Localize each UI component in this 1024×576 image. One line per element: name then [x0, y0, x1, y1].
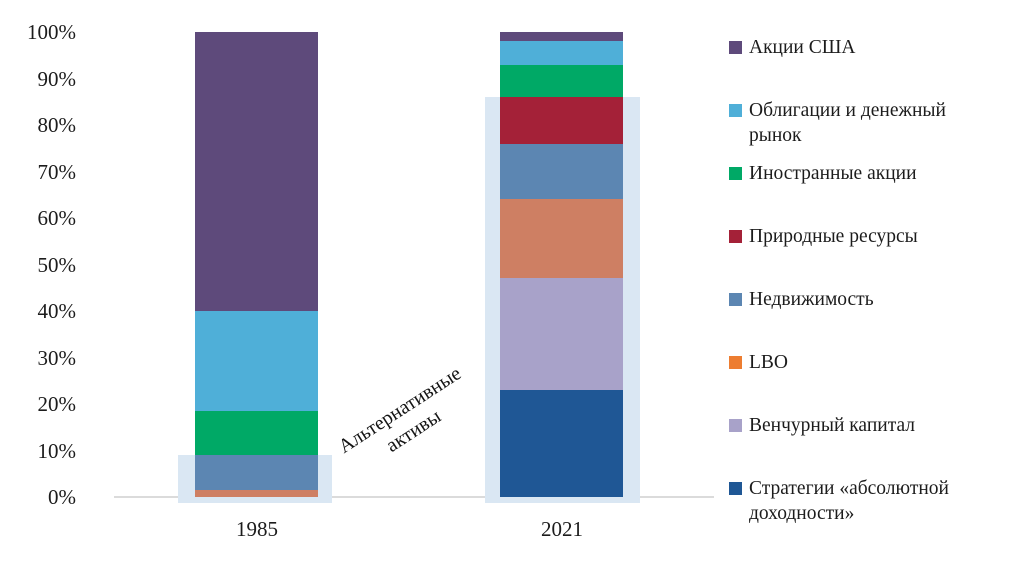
y-tick-label: 70%	[37, 159, 77, 184]
y-tick-label: 90%	[37, 66, 77, 91]
legend-label: Облигации и денежный рынок	[749, 100, 946, 146]
legend-item: Недвижимость	[729, 287, 1021, 312]
legend-label: LBO	[749, 352, 788, 373]
y-tick-label: 100%	[27, 20, 76, 44]
y-tick-label: 40%	[37, 299, 77, 323]
legend-swatch	[729, 419, 742, 432]
y-tick-label: 20%	[37, 392, 77, 416]
bar-segment	[195, 32, 318, 311]
legend-label: Природные ресурсы	[749, 226, 918, 247]
bar-segment	[500, 278, 623, 391]
x-axis-label-1985: 1985	[236, 517, 278, 541]
bar-segment	[500, 390, 623, 497]
legend-label: Недвижимость	[749, 289, 874, 310]
legend-swatch	[729, 41, 742, 54]
legend-item: Венчурный капитал	[729, 413, 1021, 438]
legend-swatch	[729, 356, 742, 369]
legend-item: Облигации и денежный рынок	[729, 98, 1021, 148]
x-axis-label-2021: 2021	[541, 517, 583, 541]
legend-item: Иностранные акции	[729, 161, 1021, 186]
y-tick-label: 60%	[37, 206, 77, 230]
legend-item: LBO	[729, 350, 1021, 375]
x-axis-line	[114, 496, 714, 498]
bar-segment	[500, 32, 623, 42]
legend-item: Акции США	[729, 35, 1021, 60]
bar-segment	[195, 311, 318, 411]
legend-item: Природные ресурсы	[729, 224, 1021, 249]
legend-swatch	[729, 482, 742, 495]
y-tick-label: 10%	[37, 438, 77, 463]
bar-segment	[195, 490, 318, 497]
bar-segment	[500, 199, 623, 279]
legend-swatch	[729, 230, 742, 243]
legend-swatch	[729, 167, 742, 180]
legend-swatch	[729, 104, 742, 117]
legend-label: Стратегии «абсолютной доходности»	[749, 478, 949, 524]
y-tick-label: 80%	[37, 113, 77, 137]
bar-segment	[500, 97, 623, 144]
legend-label: Иностранные акции	[749, 163, 917, 184]
alt-assets-annotation: Альтернативные активы	[319, 352, 496, 491]
y-tick-label: 0%	[48, 485, 76, 509]
bar-segment	[500, 64, 623, 98]
bar-segment	[500, 143, 623, 200]
legend-swatch	[729, 293, 742, 306]
bar-segment	[195, 455, 318, 491]
y-tick-label: 30%	[37, 345, 77, 370]
bar-segment	[195, 410, 318, 456]
legend-label: Акции США	[749, 37, 856, 58]
bar-segment	[500, 41, 623, 65]
y-tick-label: 50%	[37, 252, 77, 277]
legend-item: Стратегии «абсолютной доходности»	[729, 476, 1021, 526]
legend-label: Венчурный капитал	[749, 415, 916, 436]
